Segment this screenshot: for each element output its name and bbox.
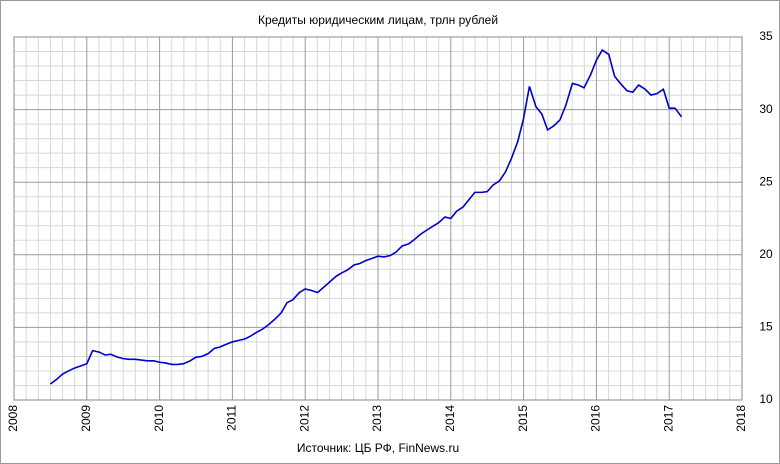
y-tick-label: 35 (759, 29, 773, 43)
data-line (49, 48, 683, 385)
x-tick-label: 2017 (661, 405, 675, 432)
x-tick-label: 2011 (225, 405, 239, 431)
x-tick-label: 2013 (370, 405, 384, 432)
x-tick-label: 2008 (6, 405, 20, 432)
chart-title: Кредиты юридическим лицам, трлн рублей (258, 13, 498, 27)
source-note: Источник: ЦБ РФ, FinNews.ru (297, 441, 459, 455)
x-tick-label: 2014 (443, 405, 457, 432)
x-tick-label: 2012 (297, 405, 311, 432)
y-tick-label: 15 (759, 320, 773, 334)
x-tick-label: 2009 (79, 405, 93, 432)
y-tick-label: 30 (759, 102, 773, 116)
x-tick-label: 2016 (589, 405, 603, 432)
x-tick-label: 2018 (734, 405, 748, 432)
plot-border (13, 36, 743, 401)
y-tick-label: 20 (759, 247, 773, 261)
x-tick-label: 2015 (516, 405, 530, 432)
y-tick-label: 10 (759, 392, 773, 406)
x-tick-label: 2010 (152, 405, 166, 432)
y-tick-label: 25 (759, 174, 773, 188)
